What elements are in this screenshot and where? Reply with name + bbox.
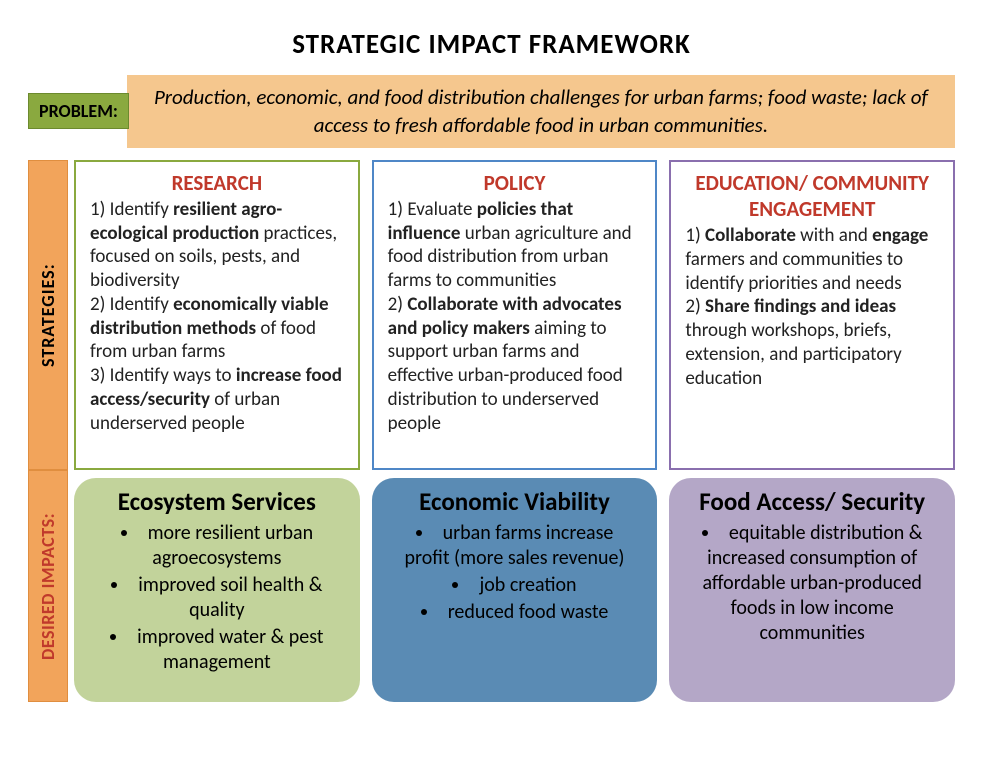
main-grid: STRATEGIES: DESIRED IMPACTS: RESEARCH 1)… [28, 160, 955, 702]
impact-bullet: urban farms increase profit (more sales … [394, 521, 636, 573]
side-label-strategies: STRATEGIES: [28, 160, 68, 470]
side-label-impacts: DESIRED IMPACTS: [28, 470, 68, 702]
strategies-row: RESEARCH 1) Identify resilient agro-ecol… [74, 160, 955, 470]
strategy-item: 3) Identify ways to increase food access… [90, 364, 344, 435]
impact-ecosystem-list: more resilient urban agroecosystemsimpro… [88, 521, 346, 677]
strategy-item: 2) Collaborate with advocates and policy… [388, 293, 642, 436]
impact-bullet: improved water & pest management [96, 625, 338, 677]
impact-bullet: equitable distribution & increased consu… [691, 521, 933, 648]
strategy-policy: POLICY 1) Evaluate policies that influen… [372, 160, 658, 470]
strategy-policy-title: POLICY [388, 170, 642, 198]
impact-food-title: Food Access/ Security [683, 488, 941, 522]
impact-bullet: improved soil health & quality [96, 573, 338, 625]
impact-food-list: equitable distribution & increased consu… [683, 521, 941, 648]
impact-ecosystem: Ecosystem Services more resilient urban … [74, 478, 360, 702]
strategy-policy-body: 1) Evaluate policies that influence urba… [388, 198, 642, 436]
strategy-item: 2) Share findings and ideas through work… [685, 295, 939, 390]
impact-food: Food Access/ Security equitable distribu… [669, 478, 955, 702]
impact-bullet: reduced food waste [394, 600, 636, 627]
impact-economic: Economic Viability urban farms increase … [372, 478, 658, 702]
impacts-row: Ecosystem Services more resilient urban … [74, 478, 955, 702]
impact-bullet: job creation [394, 573, 636, 600]
strategy-item: 1) Identify resilient agro-ecological pr… [90, 198, 344, 293]
strategy-research-title: RESEARCH [90, 170, 344, 198]
strategy-item: 2) Identify economically viable distribu… [90, 293, 344, 364]
problem-row: PROBLEM: Production, economic, and food … [28, 75, 955, 148]
strategy-education-title: EDUCATION/ COMMUNITY ENGAGEMENT [685, 170, 939, 225]
impact-ecosystem-title: Ecosystem Services [88, 488, 346, 522]
strategy-item: 1) Evaluate policies that influence urba… [388, 198, 642, 293]
problem-text: Production, economic, and food distribut… [127, 75, 955, 148]
impact-economic-list: urban farms increase profit (more sales … [386, 521, 644, 627]
page-title: STRATEGIC IMPACT FRAMEWORK [0, 0, 983, 75]
strategy-education: EDUCATION/ COMMUNITY ENGAGEMENT 1) Colla… [669, 160, 955, 470]
strategy-item: 1) Collaborate with and engage farmers a… [685, 224, 939, 295]
strategy-research-body: 1) Identify resilient agro-ecological pr… [90, 198, 344, 436]
side-labels: STRATEGIES: DESIRED IMPACTS: [28, 160, 68, 702]
content-grid: RESEARCH 1) Identify resilient agro-ecol… [74, 160, 955, 702]
impact-economic-title: Economic Viability [386, 488, 644, 522]
problem-label: PROBLEM: [28, 93, 129, 129]
strategy-research: RESEARCH 1) Identify resilient agro-ecol… [74, 160, 360, 470]
impact-bullet: more resilient urban agroecosystems [96, 521, 338, 573]
strategy-education-body: 1) Collaborate with and engage farmers a… [685, 224, 939, 390]
